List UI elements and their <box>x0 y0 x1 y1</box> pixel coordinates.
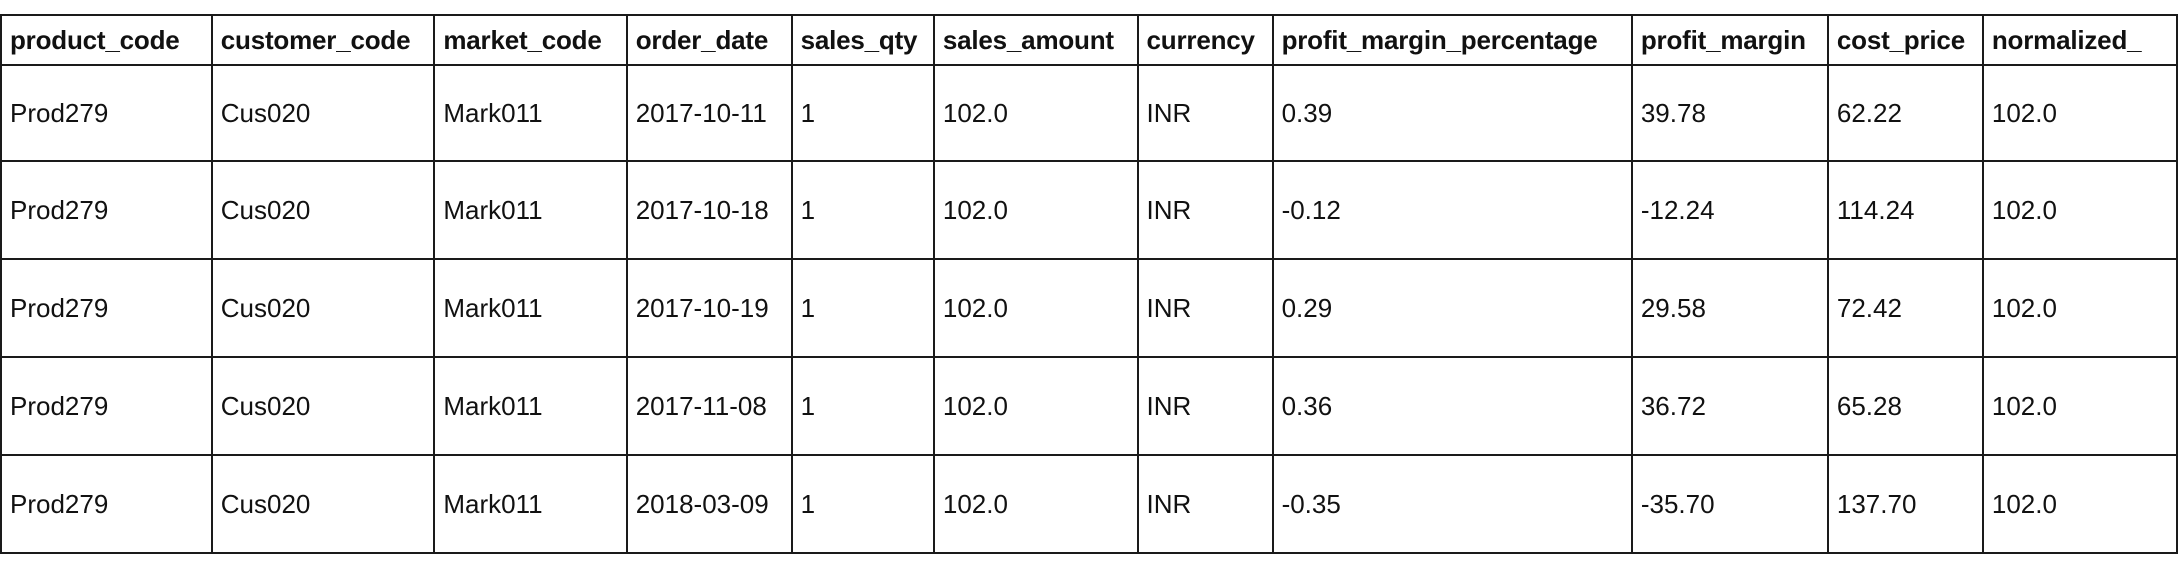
cell-cost-price: 65.28 <box>1828 357 1983 455</box>
cell-profit-margin-percentage: 0.39 <box>1273 65 1632 161</box>
table-header-row: product_code customer_code market_code o… <box>1 15 2177 65</box>
cell-order-date: 2018-03-09 <box>627 455 792 553</box>
cell-currency: INR <box>1138 65 1273 161</box>
cell-customer-code: Cus020 <box>212 259 435 357</box>
cell-market-code: Mark011 <box>434 65 626 161</box>
cell-profit-margin: -12.24 <box>1632 161 1828 259</box>
cell-sales-amount: 102.0 <box>934 161 1138 259</box>
header-normalized: normalized_ <box>1983 15 2177 65</box>
cell-market-code: Mark011 <box>434 357 626 455</box>
cell-sales-qty: 1 <box>792 259 934 357</box>
cell-sales-amount: 102.0 <box>934 259 1138 357</box>
cell-order-date: 2017-10-18 <box>627 161 792 259</box>
cell-cost-price: 114.24 <box>1828 161 1983 259</box>
cell-profit-margin-percentage: -0.12 <box>1273 161 1632 259</box>
cell-sales-qty: 1 <box>792 357 934 455</box>
cell-product-code: Prod279 <box>1 65 212 161</box>
cell-market-code: Mark011 <box>434 161 626 259</box>
cell-sales-qty: 1 <box>792 161 934 259</box>
cell-product-code: Prod279 <box>1 259 212 357</box>
cell-cost-price: 62.22 <box>1828 65 1983 161</box>
header-customer-code: customer_code <box>212 15 435 65</box>
cell-profit-margin-percentage: 0.29 <box>1273 259 1632 357</box>
cell-currency: INR <box>1138 357 1273 455</box>
cell-order-date: 2017-10-11 <box>627 65 792 161</box>
header-market-code: market_code <box>434 15 626 65</box>
cell-product-code: Prod279 <box>1 161 212 259</box>
table-row: Prod279 Cus020 Mark011 2017-10-18 1 102.… <box>1 161 2177 259</box>
cell-profit-margin: -35.70 <box>1632 455 1828 553</box>
cell-customer-code: Cus020 <box>212 455 435 553</box>
cell-profit-margin: 29.58 <box>1632 259 1828 357</box>
header-sales-amount: sales_amount <box>934 15 1138 65</box>
cell-normalized: 102.0 <box>1983 65 2177 161</box>
cell-normalized: 102.0 <box>1983 259 2177 357</box>
cell-profit-margin-percentage: -0.35 <box>1273 455 1632 553</box>
cell-normalized: 102.0 <box>1983 357 2177 455</box>
cell-customer-code: Cus020 <box>212 161 435 259</box>
header-product-code: product_code <box>1 15 212 65</box>
header-order-date: order_date <box>627 15 792 65</box>
cell-sales-amount: 102.0 <box>934 455 1138 553</box>
header-sales-qty: sales_qty <box>792 15 934 65</box>
cell-currency: INR <box>1138 161 1273 259</box>
header-profit-margin-percentage: profit_margin_percentage <box>1273 15 1632 65</box>
cell-currency: INR <box>1138 259 1273 357</box>
table-row: Prod279 Cus020 Mark011 2017-10-19 1 102.… <box>1 259 2177 357</box>
cell-sales-amount: 102.0 <box>934 65 1138 161</box>
header-cost-price: cost_price <box>1828 15 1983 65</box>
cell-normalized: 102.0 <box>1983 455 2177 553</box>
cell-cost-price: 137.70 <box>1828 455 1983 553</box>
cell-normalized: 102.0 <box>1983 161 2177 259</box>
cell-product-code: Prod279 <box>1 357 212 455</box>
cell-customer-code: Cus020 <box>212 357 435 455</box>
table-row: Prod279 Cus020 Mark011 2018-03-09 1 102.… <box>1 455 2177 553</box>
cell-sales-qty: 1 <box>792 455 934 553</box>
header-profit-margin: profit_margin <box>1632 15 1828 65</box>
cell-cost-price: 72.42 <box>1828 259 1983 357</box>
cell-sales-amount: 102.0 <box>934 357 1138 455</box>
cell-order-date: 2017-11-08 <box>627 357 792 455</box>
cell-profit-margin-percentage: 0.36 <box>1273 357 1632 455</box>
cell-market-code: Mark011 <box>434 455 626 553</box>
cell-order-date: 2017-10-19 <box>627 259 792 357</box>
data-table: product_code customer_code market_code o… <box>0 14 2178 554</box>
cell-product-code: Prod279 <box>1 455 212 553</box>
cell-market-code: Mark011 <box>434 259 626 357</box>
cell-currency: INR <box>1138 455 1273 553</box>
cell-profit-margin: 36.72 <box>1632 357 1828 455</box>
table-row: Prod279 Cus020 Mark011 2017-10-11 1 102.… <box>1 65 2177 161</box>
header-currency: currency <box>1138 15 1273 65</box>
cell-profit-margin: 39.78 <box>1632 65 1828 161</box>
cell-sales-qty: 1 <box>792 65 934 161</box>
table-row: Prod279 Cus020 Mark011 2017-11-08 1 102.… <box>1 357 2177 455</box>
cell-customer-code: Cus020 <box>212 65 435 161</box>
